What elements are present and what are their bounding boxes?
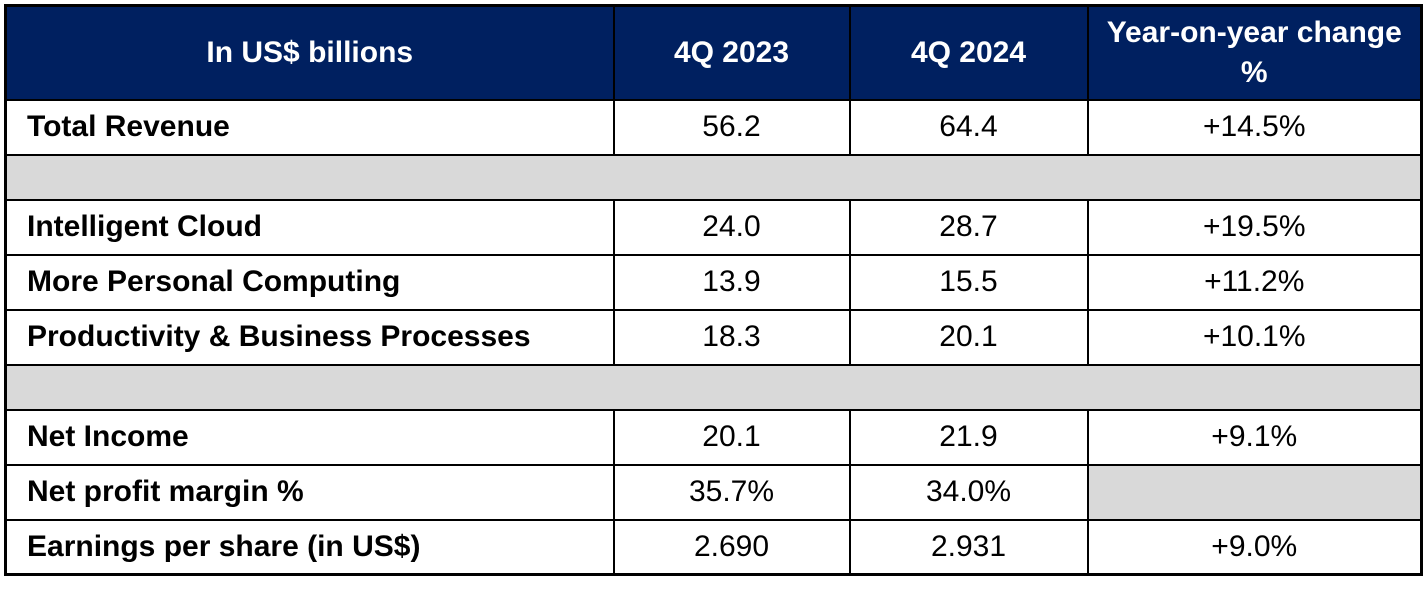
value-yoy-change: +10.1% [1086, 308, 1423, 366]
value-yoy-change-empty [1086, 463, 1423, 521]
table-body: Total Revenue 56.2 64.4 +14.5% Intellige… [4, 98, 1423, 576]
table-row-net-profit-margin: Net profit margin % 35.7% 34.0% [4, 463, 1423, 521]
table-row-more-personal-computing: More Personal Computing 13.9 15.5 +11.2% [4, 253, 1423, 311]
value-yoy-change: +14.5% [1086, 98, 1423, 156]
value-4q2024: 64.4 [848, 98, 1089, 156]
header-cell-yoy-change: Year-on-year change % [1086, 4, 1423, 101]
table-row-total-revenue: Total Revenue 56.2 64.4 +14.5% [4, 98, 1423, 156]
value-4q2023: 2.690 [612, 518, 851, 576]
header-cell-4q2023: 4Q 2023 [612, 4, 851, 101]
spacer-band [5, 153, 1422, 201]
value-4q2023: 24.0 [612, 198, 851, 256]
row-label: Intelligent Cloud [4, 198, 615, 256]
value-4q2023: 35.7% [612, 463, 851, 521]
value-yoy-change: +11.2% [1086, 253, 1423, 311]
value-yoy-change: +19.5% [1086, 198, 1423, 256]
value-4q2024: 2.931 [848, 518, 1089, 576]
table-header: In US$ billions 4Q 2023 4Q 2024 Year-on-… [4, 4, 1423, 101]
header-row: In US$ billions 4Q 2023 4Q 2024 Year-on-… [4, 4, 1423, 101]
spacer-row [5, 153, 1422, 201]
header-cell-metric: In US$ billions [4, 4, 615, 101]
value-4q2024: 20.1 [848, 308, 1089, 366]
row-label: Net Income [4, 408, 615, 466]
value-4q2023: 13.9 [612, 253, 851, 311]
financial-results-table: In US$ billions 4Q 2023 4Q 2024 Year-on-… [4, 4, 1423, 576]
table-row-net-income: Net Income 20.1 21.9 +9.1% [4, 408, 1423, 466]
row-label: Total Revenue [4, 98, 615, 156]
value-4q2024: 28.7 [848, 198, 1089, 256]
table-row-earnings-per-share: Earnings per share (in US$) 2.690 2.931 … [4, 518, 1423, 576]
value-4q2024: 34.0% [848, 463, 1089, 521]
row-label: Productivity & Business Processes [4, 308, 615, 366]
row-label: Net profit margin % [4, 463, 615, 521]
value-4q2024: 21.9 [848, 408, 1089, 466]
value-yoy-change: +9.0% [1086, 518, 1423, 576]
value-4q2023: 20.1 [612, 408, 851, 466]
table-row-intelligent-cloud: Intelligent Cloud 24.0 28.7 +19.5% [4, 198, 1423, 256]
row-label: More Personal Computing [4, 253, 615, 311]
value-yoy-change: +9.1% [1086, 408, 1423, 466]
spacer-band [5, 363, 1422, 411]
value-4q2023: 56.2 [612, 98, 851, 156]
value-4q2024: 15.5 [848, 253, 1089, 311]
spacer-row [5, 363, 1422, 411]
header-cell-4q2024: 4Q 2024 [848, 4, 1089, 101]
table-row-productivity-business-processes: Productivity & Business Processes 18.3 2… [4, 308, 1423, 366]
row-label: Earnings per share (in US$) [4, 518, 615, 576]
value-4q2023: 18.3 [612, 308, 851, 366]
